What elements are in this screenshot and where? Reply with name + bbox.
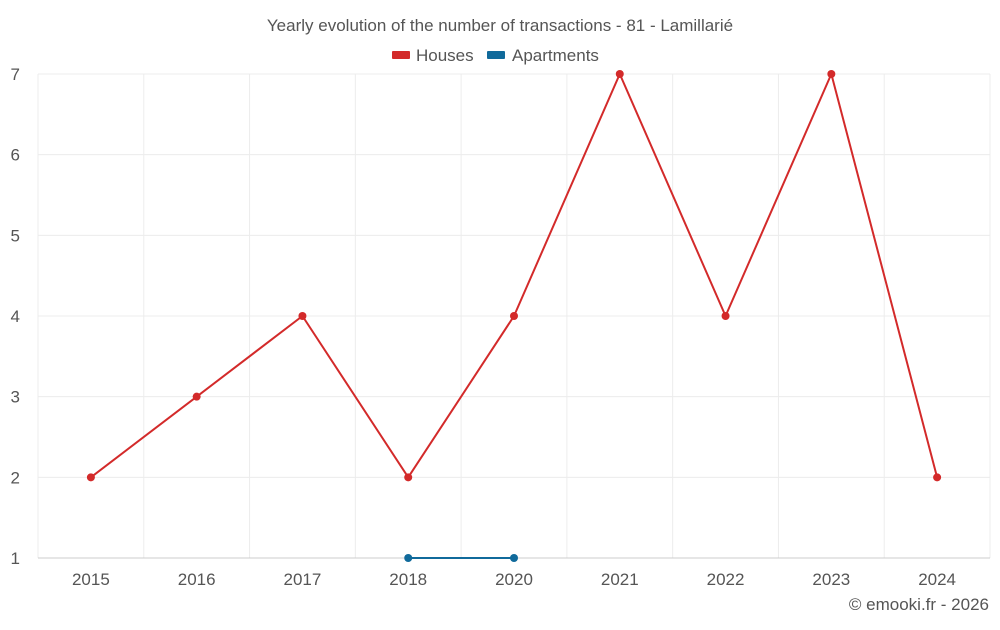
chart-title: Yearly evolution of the number of transa… — [267, 16, 733, 35]
legend-item-apartments[interactable]: Apartments — [487, 46, 599, 65]
x-tick-label: 2021 — [601, 570, 639, 589]
series-apartments — [404, 554, 518, 562]
y-tick-label: 3 — [11, 388, 20, 407]
series-houses — [86, 70, 942, 482]
series — [86, 70, 942, 562]
y-tick-label: 7 — [11, 65, 20, 84]
data-point-houses[interactable] — [298, 312, 307, 320]
x-tick-label: 2017 — [284, 570, 322, 589]
x-tick-label: 2024 — [918, 570, 956, 589]
legend-swatch-houses — [392, 51, 410, 59]
y-tick-label: 2 — [11, 468, 20, 487]
x-tick-label: 2016 — [178, 570, 216, 589]
y-tick-label: 5 — [11, 226, 20, 245]
data-point-houses[interactable] — [510, 312, 518, 320]
data-point-apartments[interactable] — [510, 554, 518, 562]
legend-label-apartments: Apartments — [512, 46, 599, 65]
x-tick-label: 2022 — [707, 570, 745, 589]
legend-swatch-apartments — [487, 51, 505, 59]
data-point-houses[interactable] — [404, 473, 413, 482]
axes: 1 2 3 4 5 6 7 2015 2016 2017 2018 2020 2021 2022 2023 2… — [11, 65, 956, 589]
data-point-houses[interactable] — [721, 312, 730, 320]
credit-text: © emooki.fr - 2026 — [849, 595, 989, 614]
x-tick-label: 2023 — [812, 570, 850, 589]
legend-label-houses: Houses — [416, 46, 474, 65]
data-point-houses[interactable] — [827, 70, 836, 78]
data-point-houses[interactable] — [192, 392, 201, 401]
data-point-apartments[interactable] — [404, 554, 413, 562]
data-point-houses[interactable] — [933, 473, 942, 482]
legend: Houses Apartments — [392, 46, 599, 65]
data-point-houses[interactable] — [86, 473, 95, 482]
y-tick-label: 6 — [11, 146, 20, 165]
y-tick-label: 1 — [11, 549, 20, 568]
series-line-houses — [90, 73, 939, 479]
x-tick-label: 2018 — [389, 570, 427, 589]
y-tick-label: 4 — [11, 307, 20, 326]
x-tick-label: 2015 — [72, 570, 110, 589]
x-tick-label: 2020 — [495, 570, 533, 589]
data-point-houses[interactable] — [615, 70, 624, 78]
legend-item-houses[interactable]: Houses — [392, 46, 474, 65]
